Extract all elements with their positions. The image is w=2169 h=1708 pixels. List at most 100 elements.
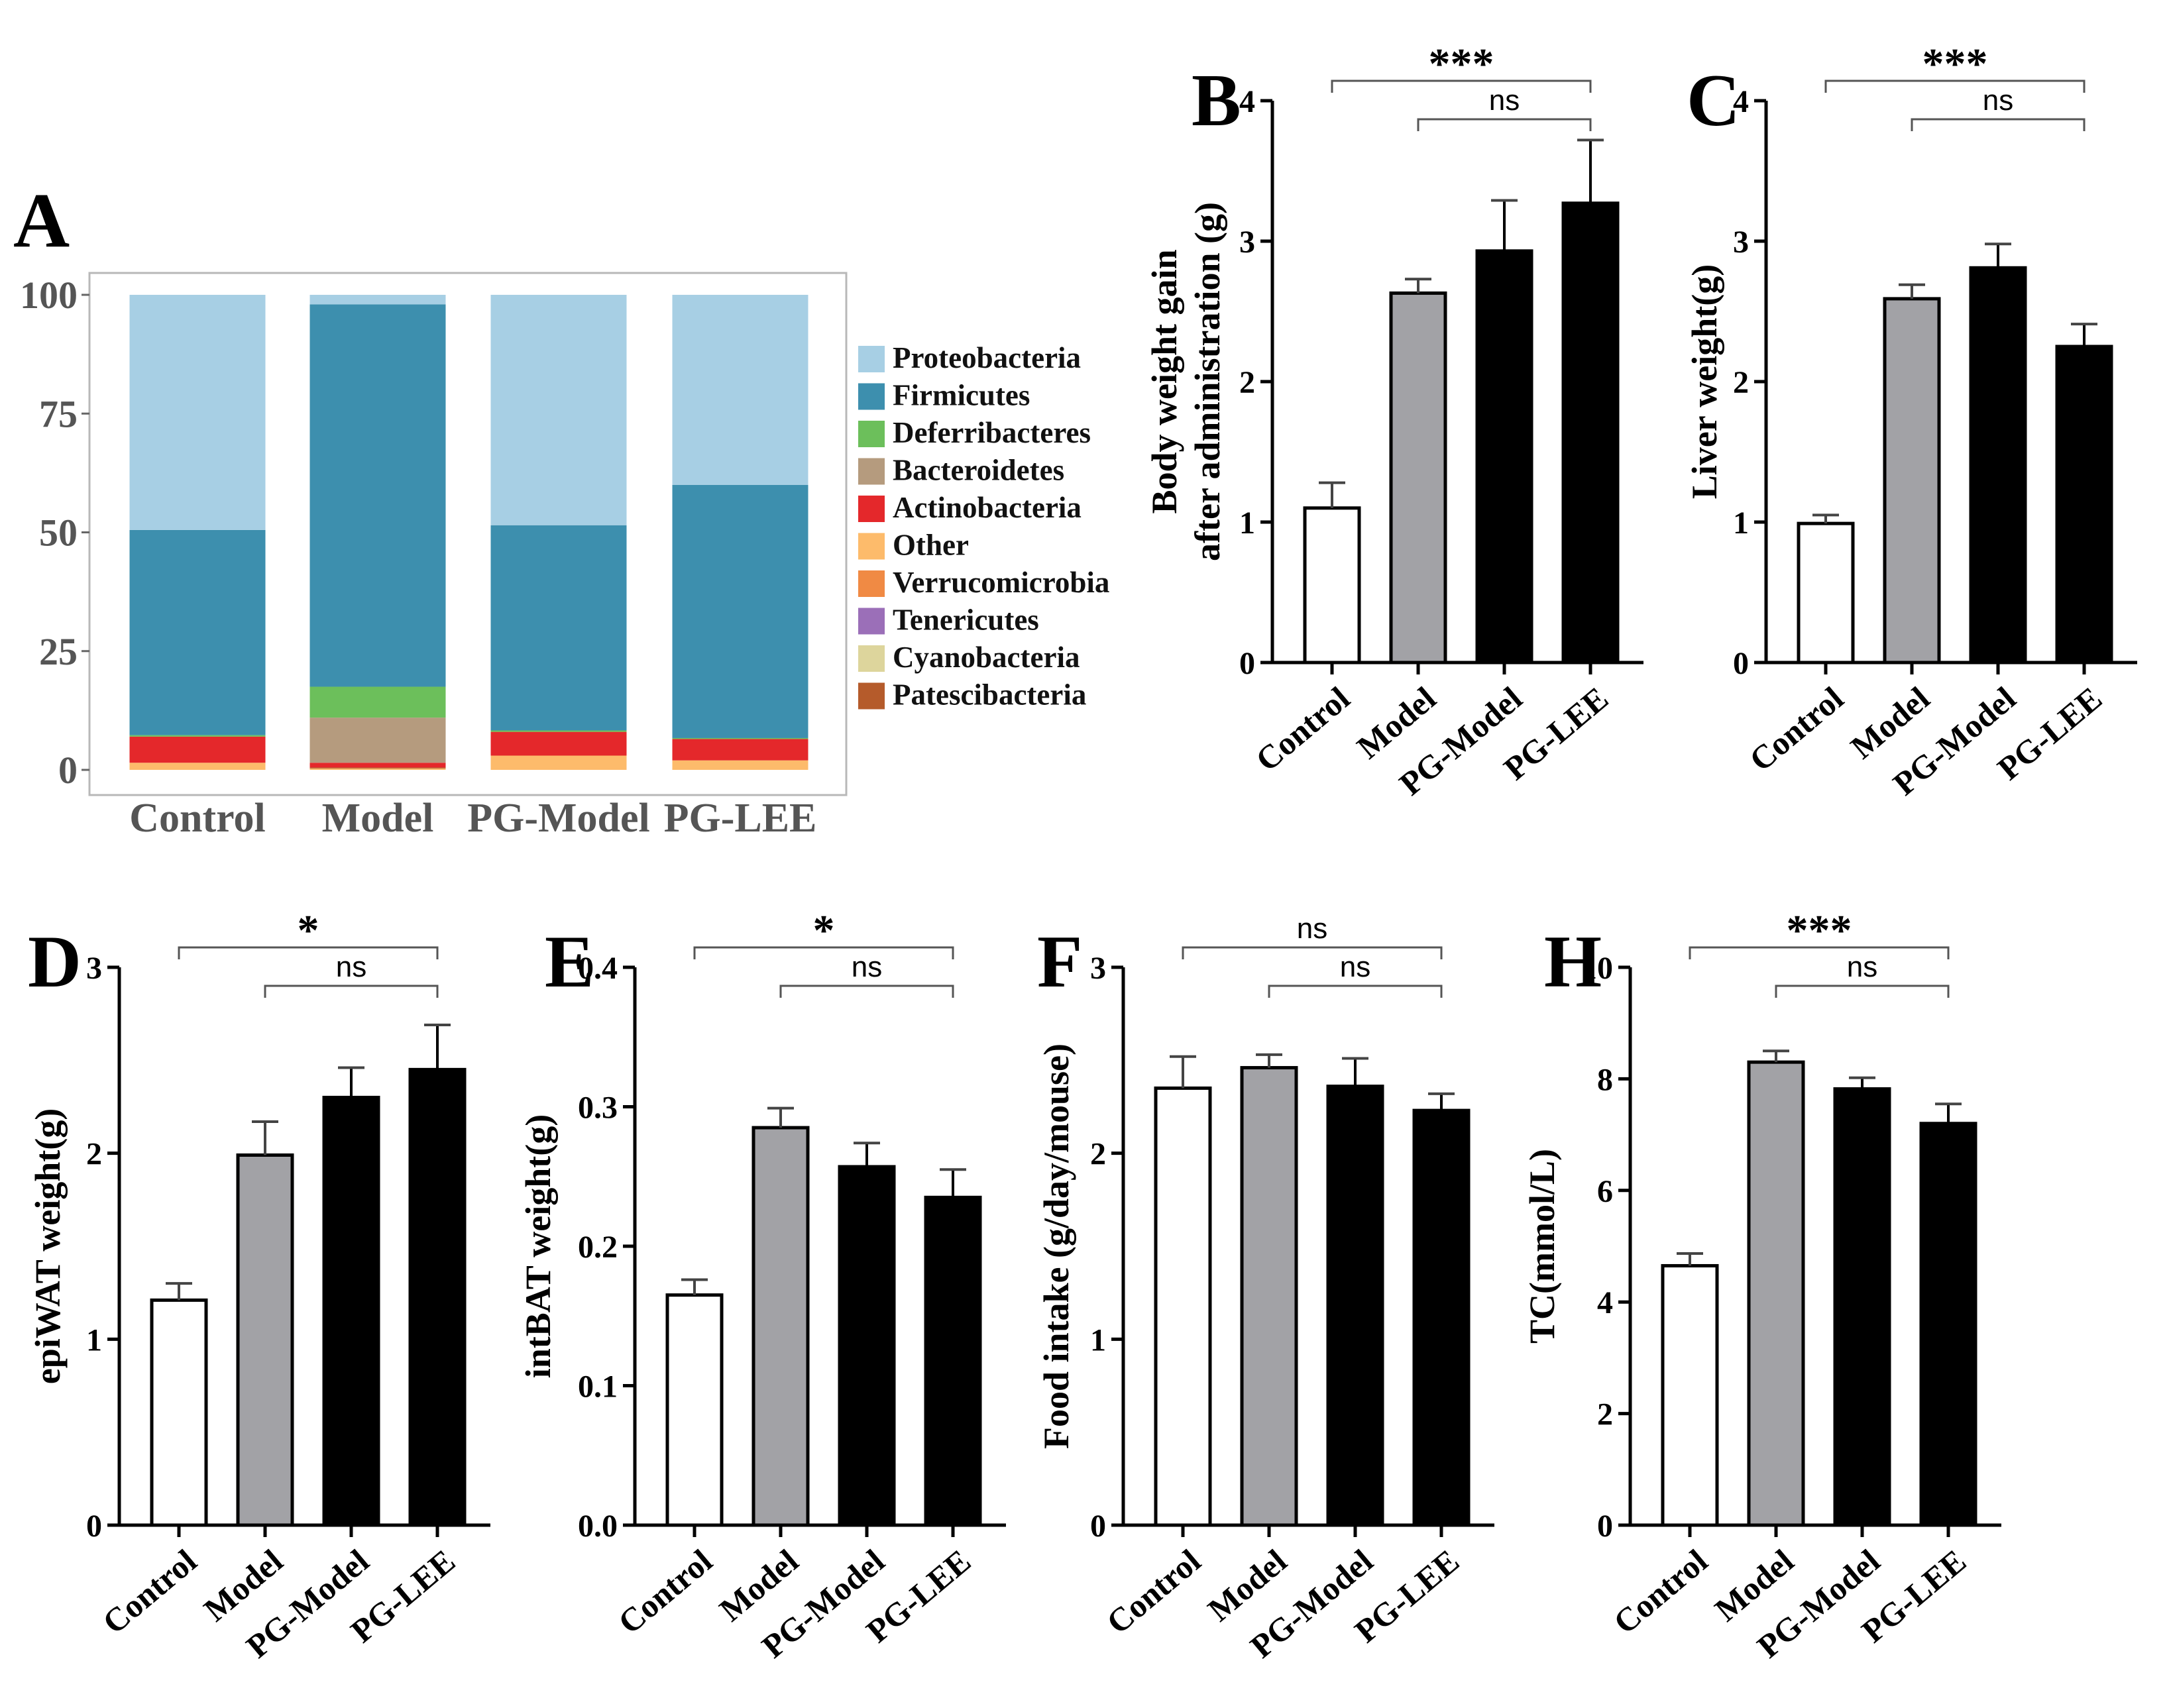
stack-segment-deferribacteres xyxy=(129,735,266,737)
significance-label-top: *** xyxy=(1922,40,1988,88)
significance-label-top: *** xyxy=(1787,906,1852,955)
bar-pg-lee xyxy=(924,1195,982,1527)
bar-pg-model xyxy=(1833,1087,1891,1527)
stack-segment-firmicutes xyxy=(490,525,627,731)
panel-label-h: H xyxy=(1544,921,1602,1003)
y-axis-label: Body weight gain xyxy=(1144,249,1184,513)
legend-label: Actinobacteria xyxy=(893,491,1082,524)
y-tick-label: 6 xyxy=(1597,1174,1613,1209)
legend-swatch xyxy=(858,645,885,672)
y-tick-label: 8 xyxy=(1597,1062,1613,1097)
stack-segment-deferribacteres xyxy=(490,730,627,732)
bar-pg-model xyxy=(1326,1085,1384,1527)
y-tick-label: 0.2 xyxy=(578,1230,618,1265)
bar-model xyxy=(1240,1066,1298,1527)
y-tick-label: 2 xyxy=(1733,365,1749,400)
panel-label-c: C xyxy=(1687,60,1740,142)
stack-segment-firmicutes xyxy=(309,304,446,687)
y-tick-label: 10 xyxy=(1581,951,1613,986)
legend-swatch xyxy=(858,458,885,485)
bar-control xyxy=(1797,521,1855,665)
y-tick-label: 2 xyxy=(86,1137,102,1172)
bar-model xyxy=(236,1153,294,1527)
legend-swatch xyxy=(858,496,885,522)
panel-label-f: F xyxy=(1037,921,1082,1003)
y-tick-label: 1 xyxy=(1733,506,1749,541)
legend-label: Firmicutes xyxy=(893,379,1030,412)
significance-label-top: * xyxy=(813,906,835,955)
legend-swatch xyxy=(858,533,885,560)
y-tick-label: 3 xyxy=(1239,225,1255,260)
y-axis-label: after administration (g) xyxy=(1188,202,1227,561)
legend-label: Bacteroidetes xyxy=(893,454,1064,487)
bar-pg-model xyxy=(1475,249,1533,665)
y-axis-label: Food intake (g/day/mouse) xyxy=(1036,1043,1076,1449)
y-tick-label: 0.1 xyxy=(578,1369,618,1405)
legend-swatch xyxy=(858,346,885,372)
y-tick-label: 0.0 xyxy=(578,1509,618,1544)
legend-label: Deferribacteres xyxy=(893,416,1091,449)
bar-pg-model xyxy=(1969,266,2027,665)
y-tick-label: 0 xyxy=(1239,646,1255,681)
legend-swatch xyxy=(858,421,885,447)
bar-pg-lee xyxy=(1561,201,1620,665)
significance-bracket-bottom xyxy=(1268,985,1443,998)
x-tick-label: Control xyxy=(129,796,266,841)
stack-segment-actinobacteria xyxy=(672,739,808,761)
stack-segment-proteobacteria xyxy=(309,295,446,305)
y-tick-label: 4 xyxy=(1239,84,1255,119)
legend-label: Tenericutes xyxy=(893,604,1039,637)
stack-segment-proteobacteria xyxy=(129,295,266,530)
y-tick-label: 3 xyxy=(1733,225,1749,260)
panel-label-e: E xyxy=(545,921,594,1003)
y-tick-label: 0 xyxy=(1597,1509,1613,1544)
y-tick-label: 0.3 xyxy=(578,1091,618,1126)
legend-label: Other xyxy=(893,529,969,562)
legend-swatch xyxy=(858,608,885,635)
stack-segment-firmicutes xyxy=(129,529,266,735)
bar-control xyxy=(1661,1263,1719,1527)
y-tick-label: 4 xyxy=(1733,84,1749,119)
x-tick-label: PG-Model xyxy=(467,796,650,841)
y-tick-label: 1 xyxy=(86,1322,102,1358)
panel-a: A 0 25 50 75 100 Control Model PG-Model PG-LEE Pro… xyxy=(13,177,1109,841)
significance-bracket-bottom xyxy=(264,985,439,998)
bar-model xyxy=(1883,297,1941,665)
significance-bracket-top xyxy=(1182,946,1443,959)
bar-control xyxy=(1303,506,1361,665)
stack-segment-proteobacteria xyxy=(490,295,627,525)
y-tick-label: 0 xyxy=(58,749,78,792)
y-tick-label: 3 xyxy=(86,951,102,986)
significance-label-top: ns xyxy=(1297,912,1327,945)
legend-swatch xyxy=(858,570,885,597)
y-tick-label: 2 xyxy=(1090,1137,1106,1172)
significance-label-bottom: ns xyxy=(1340,951,1370,983)
bar-model xyxy=(751,1126,810,1527)
y-tick-label: 2 xyxy=(1597,1397,1613,1432)
y-tick-label: 0 xyxy=(1090,1509,1106,1544)
legend-label: Cyanobacteria xyxy=(893,641,1080,674)
legend-label: Patescibacteria xyxy=(893,678,1086,712)
significance-label-bottom: ns xyxy=(852,951,882,983)
bar-control xyxy=(1154,1086,1212,1527)
y-tick-label: 50 xyxy=(39,511,78,555)
bar-pg-lee xyxy=(1412,1108,1471,1527)
x-tick-label: Model xyxy=(322,796,434,841)
y-tick-label: 75 xyxy=(39,392,78,435)
bar-pg-lee xyxy=(1919,1122,1977,1527)
significance-bracket-bottom xyxy=(1417,118,1592,131)
significance-bracket-top xyxy=(1824,80,2086,93)
stack-segment-firmicutes xyxy=(672,484,808,738)
stack-segment-other xyxy=(309,768,446,770)
legend-label: Verrucomicrobia xyxy=(893,566,1109,599)
y-tick-label: 1 xyxy=(1239,506,1255,541)
stack-segment-patescibacteria xyxy=(309,767,446,769)
significance-bracket-top xyxy=(1689,946,1950,959)
panel-label-b: B xyxy=(1192,60,1241,142)
panel-label-d: D xyxy=(28,921,82,1003)
legend-swatch xyxy=(858,682,885,710)
y-axis-label: epiWAT weight(g) xyxy=(28,1108,68,1385)
stack-segment-deferribacteres xyxy=(309,686,446,718)
significance-bracket-top xyxy=(178,946,439,959)
